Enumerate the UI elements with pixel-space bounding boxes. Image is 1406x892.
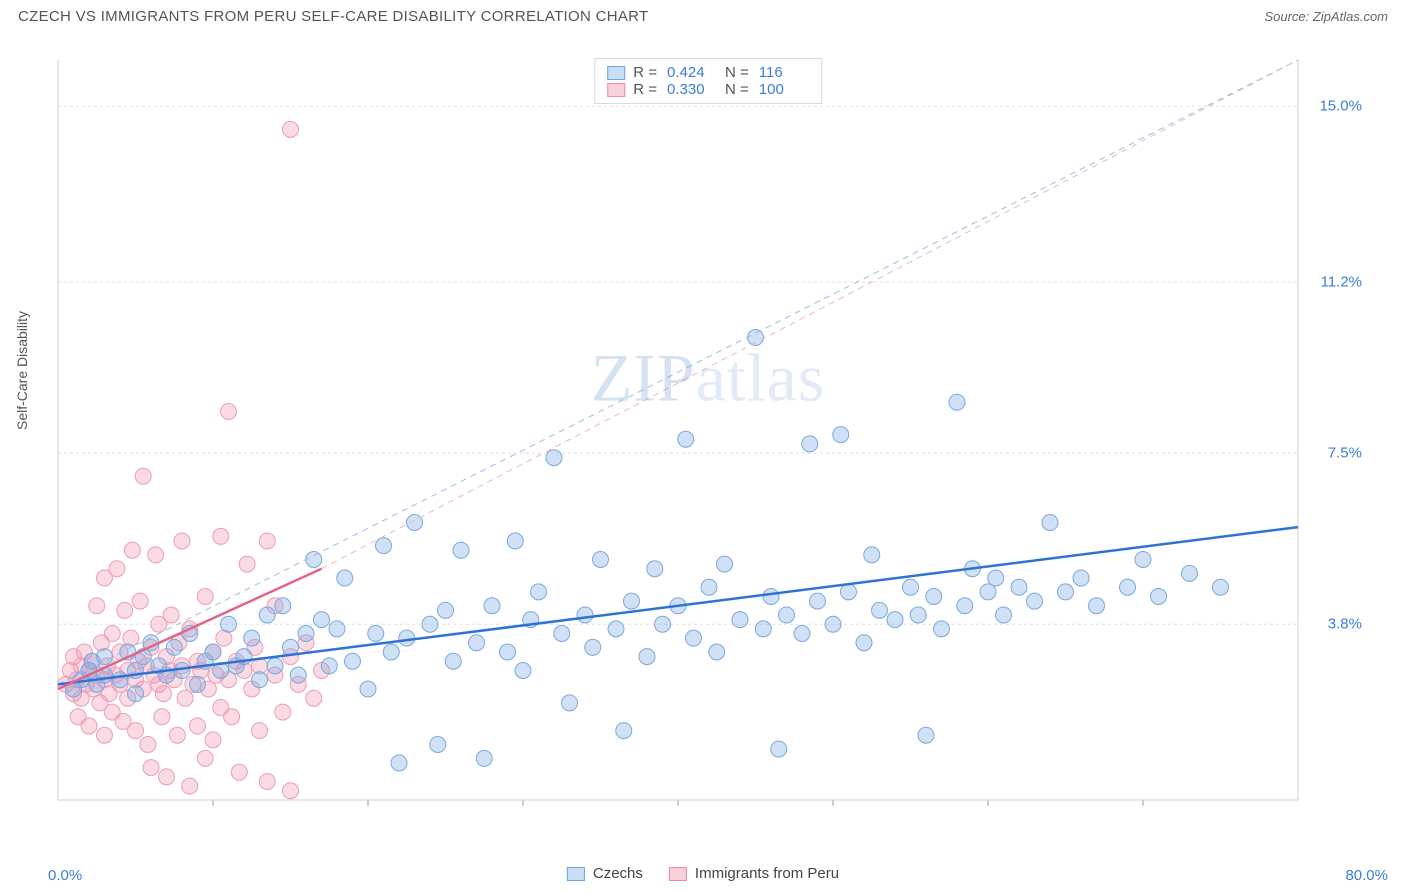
source-attribution: Source: ZipAtlas.com xyxy=(1264,9,1388,24)
y-tick-label: 7.5% xyxy=(1328,445,1362,462)
legend-item: Czechs xyxy=(567,865,643,882)
r-label: R = xyxy=(633,81,657,98)
y-tick-label: 11.2% xyxy=(1321,274,1362,291)
scatter-plot-svg xyxy=(48,50,1368,830)
legend-label: Immigrants from Peru xyxy=(695,865,839,882)
chart-title: CZECH VS IMMIGRANTS FROM PERU SELF-CARE … xyxy=(18,8,648,25)
series-legend: Czechs Immigrants from Peru xyxy=(567,865,839,882)
legend-label: Czechs xyxy=(593,865,643,882)
y-tick-label: 15.0% xyxy=(1319,98,1362,115)
r-label: R = xyxy=(633,64,657,81)
legend-swatch xyxy=(607,83,625,97)
n-value: 116 xyxy=(759,64,809,81)
chart-area: ZIPatlas R =0.424 N =116 R =0.330 N =100… xyxy=(48,50,1368,830)
n-label: N = xyxy=(725,81,749,98)
y-axis-label: Self-Care Disability xyxy=(14,311,30,430)
legend-swatch xyxy=(567,867,585,881)
correlation-legend: R = 0.424 N = 116 R = 0.330 N = 100 xyxy=(594,58,822,104)
n-value: 100 xyxy=(759,81,809,98)
legend-swatch xyxy=(669,867,687,881)
legend-row: R = 0.424 N = 116 xyxy=(607,64,809,81)
legend-item: Immigrants from Peru xyxy=(669,865,839,882)
x-axis-max: 80.0% xyxy=(1345,867,1388,884)
x-axis-min: 0.0% xyxy=(48,867,82,884)
y-tick-label: 3.8% xyxy=(1328,616,1362,633)
r-value: 0.424 xyxy=(667,64,717,81)
r-value: 0.330 xyxy=(667,81,717,98)
legend-row: R = 0.330 N = 100 xyxy=(607,81,809,98)
n-label: N = xyxy=(725,64,749,81)
legend-swatch xyxy=(607,66,625,80)
